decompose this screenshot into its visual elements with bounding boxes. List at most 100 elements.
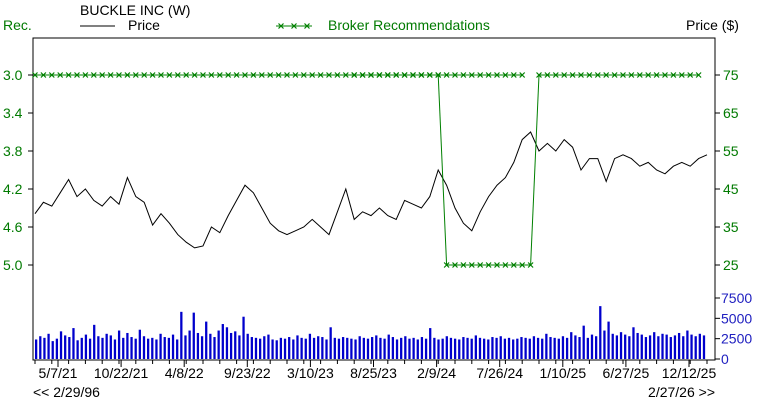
volume-bar bbox=[669, 337, 672, 359]
x-tick-label: 4/8/22 bbox=[165, 365, 204, 381]
volume-bar bbox=[702, 335, 706, 359]
price-legend-label: Price bbox=[128, 17, 160, 33]
rec-transition bbox=[437, 74, 448, 266]
rec-marker-stroke bbox=[670, 72, 677, 78]
rec-marker bbox=[90, 72, 97, 78]
rec-marker-stroke bbox=[468, 262, 475, 268]
volume-bar bbox=[117, 330, 121, 359]
rec-marker bbox=[460, 72, 467, 78]
volume-bar bbox=[590, 334, 594, 359]
volume-bar bbox=[267, 334, 270, 359]
volume-bar bbox=[412, 337, 415, 359]
volume-bar bbox=[429, 328, 432, 359]
volume-bar bbox=[279, 337, 283, 359]
rec-marker-stroke bbox=[678, 72, 685, 78]
volume-bar bbox=[453, 338, 457, 359]
volume-bar bbox=[242, 316, 245, 359]
rec-marker bbox=[40, 72, 47, 78]
volume-bar bbox=[113, 339, 117, 359]
broker-legend-marker bbox=[291, 23, 297, 29]
rec-marker-stroke bbox=[502, 72, 509, 78]
rec-marker bbox=[334, 72, 341, 78]
rec-marker-stroke bbox=[107, 72, 114, 78]
volume-bar bbox=[97, 336, 100, 359]
rec-marker-stroke bbox=[460, 72, 467, 78]
volume-bar bbox=[155, 339, 158, 359]
rec-marker-stroke bbox=[292, 72, 299, 78]
rec-marker-stroke bbox=[334, 72, 341, 78]
volume-bar bbox=[246, 333, 249, 359]
x-axis: 5/7/21 10/22/21 4/8/22 9/23/22 3/10/23 8/25/2… bbox=[34, 360, 716, 381]
volume-bar bbox=[644, 337, 648, 359]
rec-marker-stroke bbox=[628, 72, 635, 78]
rec-marker-stroke bbox=[74, 72, 80, 78]
volume-bar bbox=[466, 337, 469, 359]
price-tick-label: 45 bbox=[723, 181, 739, 197]
volume-bar bbox=[59, 331, 63, 359]
volume-bar bbox=[341, 337, 345, 359]
volume-bar bbox=[474, 335, 477, 359]
rec-marker bbox=[418, 72, 425, 78]
volume-bar bbox=[64, 335, 67, 359]
volume-bar bbox=[570, 332, 573, 359]
volume-bar bbox=[234, 331, 237, 359]
rec-marker bbox=[552, 72, 559, 78]
x-tick-label: 7/26/24 bbox=[476, 365, 523, 381]
rec-marker-stroke bbox=[494, 262, 500, 268]
rec-marker-stroke bbox=[477, 262, 484, 268]
range-end-link[interactable]: 2/27/26 >> bbox=[648, 384, 715, 400]
rec-marker bbox=[611, 72, 618, 78]
volume-bar bbox=[599, 306, 602, 359]
rec-marker-stroke bbox=[384, 72, 391, 78]
volume-tick-label: 7500 bbox=[721, 290, 752, 306]
volume-bar bbox=[346, 337, 349, 359]
volume-bar bbox=[300, 337, 303, 359]
volume-tick-label: 2500 bbox=[721, 331, 752, 347]
rec-marker-stroke bbox=[158, 72, 164, 78]
volume-bar bbox=[611, 333, 614, 359]
rec-marker-stroke bbox=[242, 72, 248, 78]
volume-bar bbox=[325, 339, 328, 359]
volume-bar bbox=[275, 340, 278, 359]
rec-marker-stroke bbox=[216, 72, 223, 78]
volume-bar bbox=[619, 332, 623, 359]
volume-bar bbox=[449, 337, 453, 359]
rec-marker-stroke bbox=[326, 72, 332, 78]
volume-bar bbox=[221, 324, 224, 359]
rec-marker bbox=[519, 262, 526, 268]
rec-marker bbox=[233, 72, 240, 78]
volume-bar bbox=[250, 337, 253, 359]
rec-marker bbox=[494, 262, 500, 268]
volume-bar bbox=[200, 336, 204, 359]
volume-bar bbox=[259, 338, 262, 359]
volume-bar bbox=[337, 338, 341, 359]
volume-bar bbox=[238, 335, 241, 359]
rec-marker bbox=[200, 72, 206, 78]
volume-bar bbox=[615, 335, 619, 359]
x-tick-label: 5/7/21 bbox=[39, 365, 78, 381]
volume-bar bbox=[632, 327, 635, 359]
rec-marker bbox=[494, 72, 500, 78]
range-start-link[interactable]: << 2/29/96 bbox=[33, 384, 100, 400]
rec-marker bbox=[687, 72, 694, 78]
volume-bar bbox=[163, 337, 166, 359]
volume-bar bbox=[142, 336, 146, 359]
rec-marker bbox=[519, 72, 526, 78]
rec-tick-label: 5.0 bbox=[3, 257, 23, 273]
volume-bar bbox=[76, 340, 79, 359]
rec-marker-stroke bbox=[250, 72, 257, 78]
rec-marker-stroke bbox=[48, 72, 55, 78]
rec-marker bbox=[216, 72, 223, 78]
rec-marker-stroke bbox=[309, 72, 316, 78]
rec-marker-stroke bbox=[426, 72, 433, 78]
rec-marker bbox=[124, 72, 131, 78]
volume-bar bbox=[192, 312, 195, 359]
volume-bar bbox=[673, 335, 677, 359]
volume-bar bbox=[333, 337, 336, 359]
rec-marker bbox=[99, 72, 106, 78]
rec-marker-stroke bbox=[225, 72, 232, 78]
volume-bar bbox=[524, 337, 527, 359]
volume-bar bbox=[404, 336, 407, 359]
volume-bar bbox=[366, 338, 370, 359]
volume-bar bbox=[354, 339, 357, 359]
